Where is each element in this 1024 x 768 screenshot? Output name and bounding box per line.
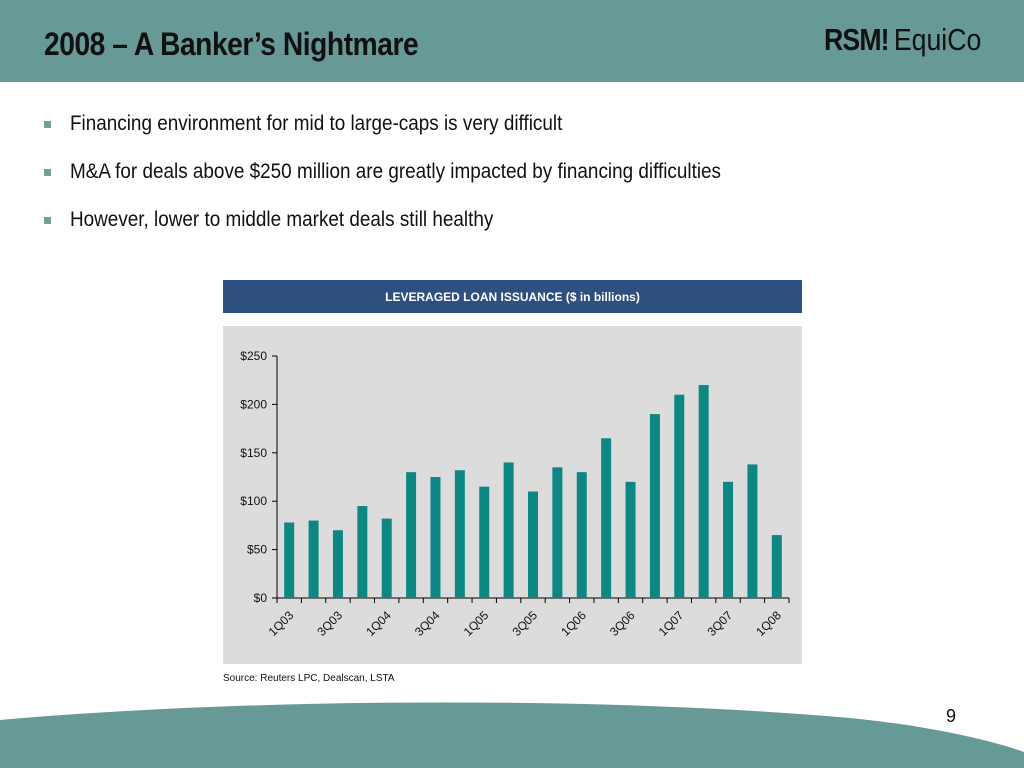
bar-4Q03 bbox=[357, 506, 368, 598]
bar-3Q04 bbox=[430, 477, 441, 598]
bar-1Q06 bbox=[576, 472, 587, 598]
bullet-item: However, lower to middle market deals st… bbox=[44, 206, 793, 234]
y-tick-label: $100 bbox=[240, 494, 267, 508]
bar-1Q07 bbox=[674, 394, 685, 598]
logo-bold-text: RSM! bbox=[824, 22, 890, 57]
y-tick-label: $0 bbox=[254, 591, 268, 605]
bar-2Q05 bbox=[503, 462, 514, 598]
chart-panel: $0 $50 $100 $150 $200 $250 1Q03 3Q03 1Q04 3Q04 1Q0… bbox=[223, 326, 802, 664]
bullet-item: Financing environment for mid to large-c… bbox=[44, 110, 793, 138]
x-tick-label: 3Q05 bbox=[509, 608, 540, 639]
chart-title: LEVERAGED LOAN ISSUANCE ($ in billions) bbox=[385, 289, 640, 304]
x-tick-label: 1Q06 bbox=[558, 608, 589, 639]
bullet-text: Financing environment for mid to large-c… bbox=[70, 112, 563, 135]
bar-3Q06 bbox=[625, 481, 636, 598]
logo-regular-text: EquiCo bbox=[893, 22, 982, 57]
company-logo: RSM! EquiCo bbox=[824, 22, 981, 62]
bar-1Q03 bbox=[284, 522, 295, 598]
x-tick-label: 1Q08 bbox=[753, 608, 784, 639]
x-tick-label: 1Q03 bbox=[266, 608, 297, 639]
page-number: 9 bbox=[946, 706, 957, 726]
bar-2Q06 bbox=[601, 438, 612, 598]
bar-1Q08 bbox=[771, 535, 782, 598]
bar-3Q07 bbox=[723, 481, 734, 598]
square-bullet-icon bbox=[44, 216, 51, 224]
x-tick-label: 1Q04 bbox=[363, 608, 394, 639]
header-bar bbox=[0, 0, 1024, 82]
bullet-text: However, lower to middle market deals st… bbox=[70, 208, 494, 231]
bar-1Q05 bbox=[479, 486, 490, 598]
chart-title-banner: LEVERAGED LOAN ISSUANCE ($ in billions) bbox=[223, 280, 802, 313]
bullet-item: M&A for deals above $250 million are gre… bbox=[44, 158, 793, 186]
bar-1Q04 bbox=[381, 518, 392, 598]
bar-2Q04 bbox=[406, 472, 417, 598]
bar-3Q03 bbox=[332, 530, 343, 598]
bullet-list: Financing environment for mid to large-c… bbox=[44, 110, 793, 254]
source-note: Source: Reuters LPC, Dealscan, LSTA bbox=[223, 673, 395, 684]
x-tick-label: 3Q03 bbox=[314, 608, 345, 639]
y-tick-label: $50 bbox=[247, 543, 267, 557]
bar-2Q03 bbox=[308, 520, 319, 598]
bar-4Q07 bbox=[747, 464, 758, 598]
x-tick-label: 3Q06 bbox=[607, 608, 638, 639]
bar-2Q07 bbox=[698, 385, 709, 598]
bullet-text: M&A for deals above $250 million are gre… bbox=[70, 160, 722, 183]
footer-swoosh bbox=[0, 702, 1024, 768]
x-tick-label: 3Q07 bbox=[705, 608, 736, 639]
bar-3Q05 bbox=[528, 491, 538, 598]
square-bullet-icon bbox=[44, 120, 51, 128]
bar-4Q04 bbox=[454, 470, 465, 598]
y-tick-label: $150 bbox=[240, 446, 267, 460]
bar-4Q06 bbox=[649, 414, 660, 598]
y-tick-label: $250 bbox=[240, 349, 267, 363]
x-tick-label: 1Q07 bbox=[656, 608, 687, 639]
x-tick-label: 3Q04 bbox=[412, 608, 443, 639]
y-tick-label: $200 bbox=[240, 397, 267, 411]
bar-4Q05 bbox=[552, 467, 563, 598]
x-tick-label: 1Q05 bbox=[461, 608, 492, 639]
square-bullet-icon bbox=[44, 168, 51, 176]
bar-chart: $0 $50 $100 $150 $200 $250 1Q03 3Q03 1Q04 3Q04 1Q0… bbox=[240, 349, 790, 639]
slide-title: 2008 – A Banker’s Nightmare bbox=[44, 26, 419, 62]
